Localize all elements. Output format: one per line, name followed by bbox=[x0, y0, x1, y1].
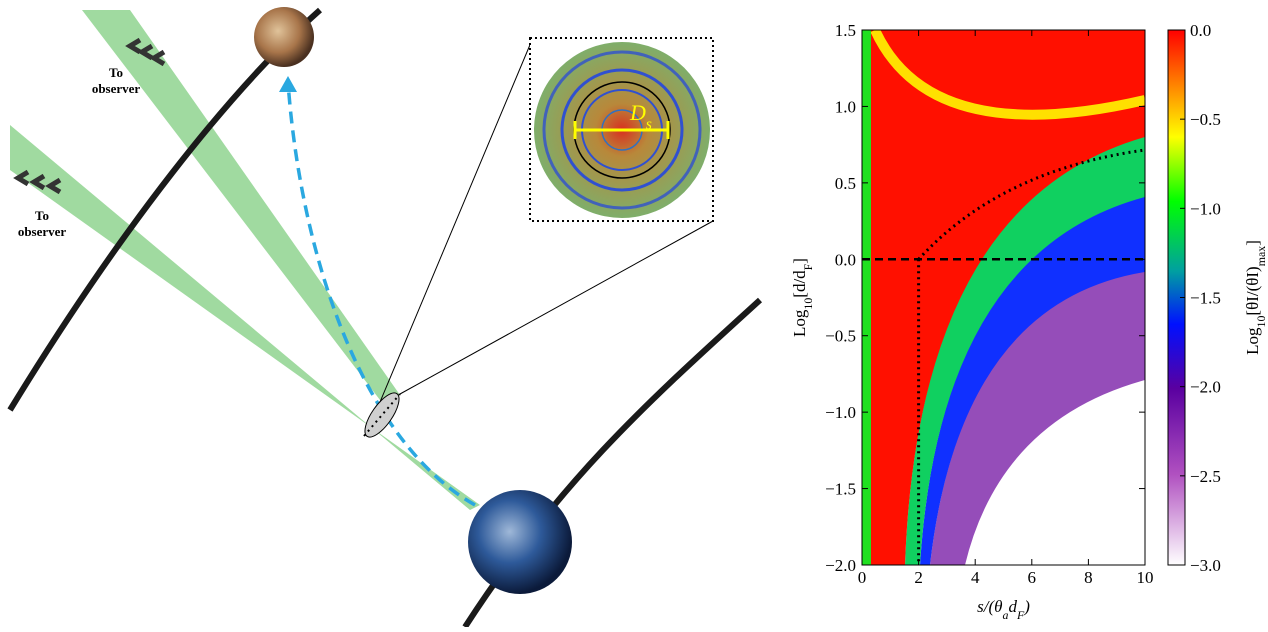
zoom-line bbox=[379, 39, 533, 403]
x-tick-label: 2 bbox=[914, 568, 923, 587]
text-part: 10 bbox=[1254, 316, 1268, 328]
earth bbox=[468, 490, 572, 594]
text-part: 10 bbox=[801, 298, 815, 310]
text-part: D bbox=[629, 100, 646, 125]
colorbar-tick-label: −1.0 bbox=[1190, 199, 1221, 218]
boundary-curve bbox=[917, 148, 1146, 261]
y-tick-label: −0.5 bbox=[825, 327, 856, 346]
beam-label: observer bbox=[18, 224, 67, 239]
x-tick-label: 4 bbox=[971, 568, 980, 587]
inset-label: Ds bbox=[629, 100, 652, 133]
y-tick-label: 0.0 bbox=[835, 250, 856, 269]
text-part: ] bbox=[1243, 240, 1262, 246]
text-part: F bbox=[801, 263, 815, 270]
text-part: Log bbox=[790, 309, 809, 337]
beam bbox=[10, 125, 480, 510]
colorbar-tick-label: 0.0 bbox=[1190, 21, 1211, 40]
text-part: Log bbox=[1243, 327, 1262, 355]
mars bbox=[254, 7, 314, 67]
beam-label: observer bbox=[92, 81, 141, 96]
text-part: ) bbox=[1023, 597, 1030, 616]
text-part: s/(θ bbox=[977, 597, 1002, 616]
ring bbox=[542, 50, 702, 210]
colorbar-tick-label: −2.5 bbox=[1190, 467, 1221, 486]
y-tick-label: −1.5 bbox=[825, 480, 856, 499]
text-part: F bbox=[1016, 608, 1025, 622]
beam bbox=[82, 10, 400, 400]
x-tick-label: 8 bbox=[1084, 568, 1093, 587]
plot-frame bbox=[861, 29, 1146, 566]
arrowhead bbox=[279, 76, 297, 92]
text-part: ] bbox=[790, 258, 809, 264]
x-tick-label: 6 bbox=[1028, 568, 1037, 587]
diagram: Ds To observer To observer bbox=[7, 7, 763, 629]
colorbar-tick-label: −2.0 bbox=[1190, 378, 1221, 397]
colorbar-tick-label: −1.5 bbox=[1190, 289, 1221, 308]
text-part: a bbox=[1002, 608, 1008, 622]
text-part: [d/d bbox=[790, 270, 809, 298]
zoom-line bbox=[399, 220, 714, 395]
colorbar-label: Log10[θI/(θI)max] bbox=[1243, 240, 1268, 355]
text-part: s bbox=[646, 116, 652, 133]
x-tick-label: 0 bbox=[858, 568, 867, 587]
trajectory bbox=[286, 81, 476, 507]
text-part: [θI/(θI) bbox=[1243, 266, 1262, 315]
x-tick-label: 10 bbox=[1137, 568, 1154, 587]
ring bbox=[560, 68, 684, 192]
colorbar-tick-label: −3.0 bbox=[1190, 556, 1221, 575]
colorbar-tick-label: −0.5 bbox=[1190, 110, 1221, 129]
y-tick-label: −1.0 bbox=[825, 403, 856, 422]
beam-label: To bbox=[109, 65, 123, 80]
y-axis-label: Log10[d/dF] bbox=[790, 258, 815, 337]
y-tick-label: −2.0 bbox=[825, 556, 856, 575]
y-tick-label: 1.5 bbox=[835, 21, 856, 40]
y-tick-label: 1.0 bbox=[835, 97, 856, 116]
x-axis-label: s/(θadF) bbox=[977, 597, 1030, 622]
beam-label: To bbox=[35, 208, 49, 223]
y-tick-label: 0.5 bbox=[835, 174, 856, 193]
text-part: d bbox=[1008, 597, 1017, 616]
chevrons bbox=[13, 37, 166, 195]
text-part: max bbox=[1254, 246, 1268, 267]
heatmap-image bbox=[862, 30, 1145, 565]
